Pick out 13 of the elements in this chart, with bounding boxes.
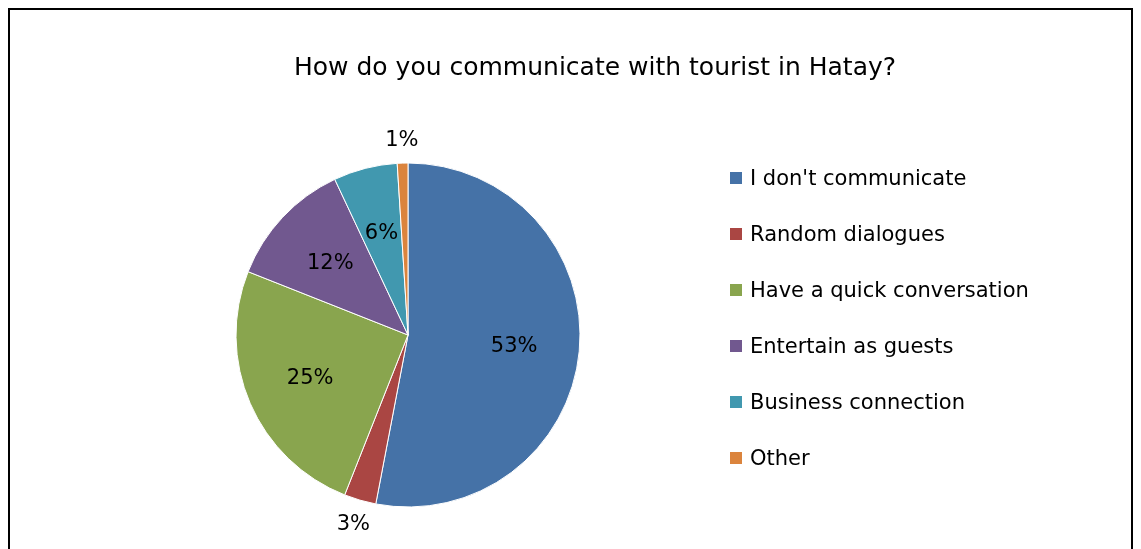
legend-label: Entertain as guests xyxy=(750,334,954,358)
legend-label: Random dialogues xyxy=(750,222,945,246)
data-label: 3% xyxy=(336,511,370,536)
data-label: 12% xyxy=(306,250,354,274)
legend-label: Have a quick conversation xyxy=(750,278,1029,302)
data-label: 25% xyxy=(286,365,334,390)
legend-label: Other xyxy=(750,446,810,470)
legend-label: I don't communicate xyxy=(750,166,967,190)
legend-label: Business connection xyxy=(750,390,965,414)
chart-title: How do you communicate with tourist in Hatay? xyxy=(293,52,897,81)
data-label: 6% xyxy=(364,219,399,244)
data-label: 53% xyxy=(490,333,538,358)
data-label: 1% xyxy=(385,127,419,152)
